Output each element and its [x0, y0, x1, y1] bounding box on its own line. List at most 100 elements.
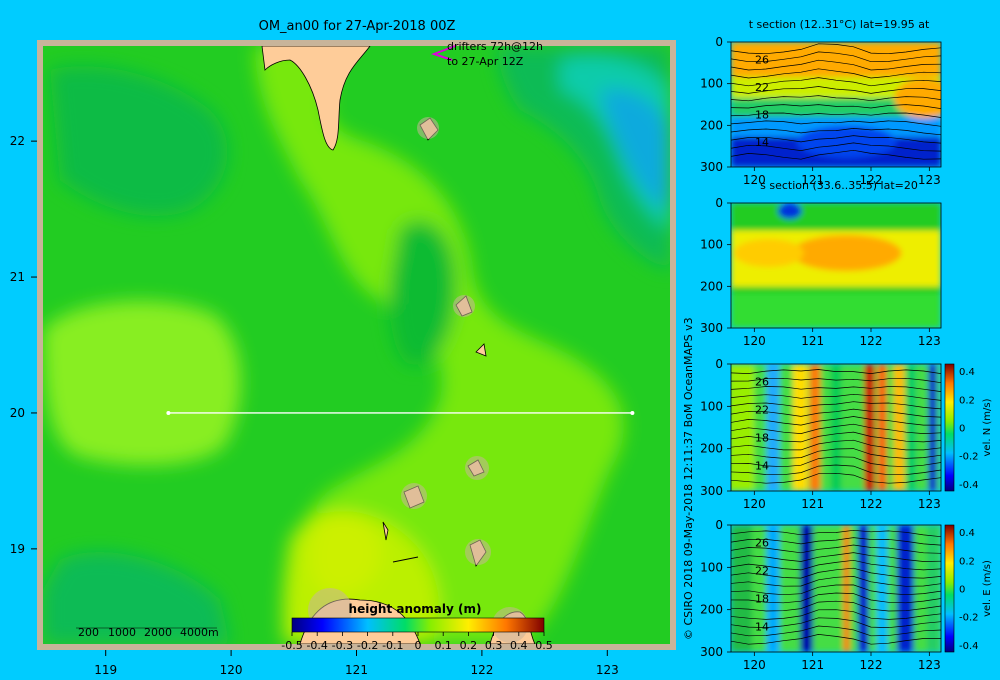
section-colorbar-tick: 0.4	[959, 528, 975, 539]
section-field: 26 22 18 14	[731, 525, 941, 652]
section-colorbar	[944, 363, 955, 492]
contour-label: 18	[755, 431, 769, 444]
contour-label: 14	[755, 459, 769, 472]
isotherm-contour	[731, 128, 941, 136]
isotherm-contour	[731, 51, 941, 63]
isotherm-contour	[731, 423, 941, 434]
lon-tick-label: 119	[94, 663, 117, 677]
drifter-track	[431, 45, 456, 61]
map-title: OM_an00 for 27-Apr-2018 00Z	[259, 19, 456, 34]
lat-tick-label: 21	[10, 270, 25, 284]
section-title: t section (12..31°C) lat=19.95 at	[749, 18, 930, 31]
section-colorbar-label: vel. E (m/s)	[982, 560, 993, 617]
isotherm-contour	[731, 416, 941, 426]
section-x-tick-label: 122	[860, 497, 883, 511]
isotherm-contour	[731, 448, 941, 459]
drifters-label-1: drifters 72h@12h	[447, 40, 543, 53]
colorbar-tick-label: 0.3	[485, 639, 503, 652]
isotherm-contour	[731, 634, 941, 645]
field-patch	[894, 78, 941, 119]
section-y-tick-label: 100	[700, 238, 723, 252]
section-y-tick-label: 100	[700, 77, 723, 91]
section-x-tick-label: 123	[918, 497, 941, 511]
section-panel-s: s section (33.6..35.5) lat=20 120 121 122 12…	[700, 179, 942, 348]
scale-label: 4000m	[180, 626, 219, 639]
isotherm-contour	[731, 86, 941, 94]
section-y-tick-label: 300	[700, 645, 723, 659]
section-colorbar-tick: -0.2	[959, 613, 979, 624]
section-x-tick-label: 123	[918, 658, 941, 672]
section-y-tick-label: 0	[715, 518, 723, 532]
field-column	[731, 525, 752, 652]
contour-label: 26	[755, 53, 769, 66]
field-column	[893, 364, 905, 491]
isotherm-contour	[731, 456, 941, 468]
section-panel-ve: 26 22 18 14 120 121 122 123 0 100 200 300 0.4 0.2 0 -0.…	[700, 518, 993, 672]
colorbar-tick-label: 0.1	[434, 639, 452, 652]
field-patch	[777, 203, 802, 219]
scale-label: 1000	[108, 626, 136, 639]
isotherm-contour	[731, 401, 941, 410]
isotherm-contour	[731, 537, 941, 546]
field-patch	[733, 239, 804, 267]
section-colorbar-label: vel. N (m/s)	[982, 398, 993, 456]
field-patch	[791, 235, 902, 271]
field-column	[878, 364, 887, 491]
colorbar-tick-label: -0.3	[332, 639, 353, 652]
section-x-tick-label: 122	[860, 334, 883, 348]
contour-label: 22	[755, 404, 769, 417]
section-colorbar-tick: -0.2	[959, 452, 979, 463]
isotherm-contour	[731, 592, 941, 604]
section-x-tick-label: 123	[918, 334, 941, 348]
section-panel-vn: 26 22 18 14 120 121 122 123 0 100 200 300 0.4 0.2 0 -0.…	[700, 357, 993, 511]
colorbar-title: height anomaly (m)	[349, 602, 482, 616]
lon-tick-label: 121	[345, 663, 368, 677]
field-column	[928, 364, 937, 491]
section-y-tick-label: 200	[700, 279, 723, 293]
isotherm-contour	[731, 95, 941, 102]
section-colorbar-tick: -0.4	[959, 641, 979, 652]
isotherm-contour	[731, 386, 941, 392]
contour-label: 18	[755, 592, 769, 605]
isotherm-contour	[731, 142, 941, 152]
isotherm-contour	[731, 552, 941, 562]
isotherm-contour	[731, 104, 941, 109]
isotherm-contour	[731, 112, 941, 118]
isotherm-contour	[731, 609, 941, 620]
section-field	[731, 203, 941, 328]
section-colorbar	[944, 524, 955, 653]
isotherm-contour	[731, 567, 941, 579]
contour-label: 14	[755, 136, 769, 149]
contour-label: 22	[755, 565, 769, 578]
isotherm-contour	[731, 135, 941, 144]
field-column	[896, 525, 914, 652]
lon-tick-label: 120	[220, 663, 243, 677]
section-colorbar-tick: 0.2	[959, 395, 975, 406]
credit-text: © CSIRO 2018 09-May-2018 12:11:37 BoM Oc…	[682, 317, 695, 640]
section-x-tick-label: 120	[743, 497, 766, 511]
colorbar-tick-label: 0.4	[510, 639, 528, 652]
scale-label: 2000	[144, 626, 172, 639]
section-y-tick-label: 300	[700, 321, 723, 335]
isotherm-contour	[731, 472, 941, 484]
isotherm-contour	[731, 77, 941, 87]
isotherm-contour	[731, 149, 941, 160]
section-y-tick-label: 300	[700, 160, 723, 174]
section-y-tick-label: 0	[715, 35, 723, 49]
section-x-tick-label: 121	[801, 334, 824, 348]
section-y-tick-label: 200	[700, 118, 723, 132]
drifters-label-2: to 27-Apr 12Z	[447, 55, 524, 68]
colorbar-tick-label: 0	[415, 639, 422, 652]
section-x-tick-label: 120	[743, 658, 766, 672]
isotherm-contour	[731, 559, 941, 571]
transect-end-point	[630, 410, 635, 415]
height-colorbar: height anomaly (m) -0.5 -0.4 -0.3 -0.2 -0.1 0…	[281, 602, 552, 652]
isotherm-contour	[731, 68, 941, 79]
colorbar-tick-label: 0.5	[535, 639, 553, 652]
isotherm-contour	[731, 600, 941, 612]
section-y-tick-label: 0	[715, 357, 723, 371]
isotherm-contour	[731, 529, 941, 538]
height-anomaly-field	[43, 46, 670, 644]
isotherm-contour	[731, 377, 941, 384]
colorbar-tick-label: 0.2	[460, 639, 478, 652]
